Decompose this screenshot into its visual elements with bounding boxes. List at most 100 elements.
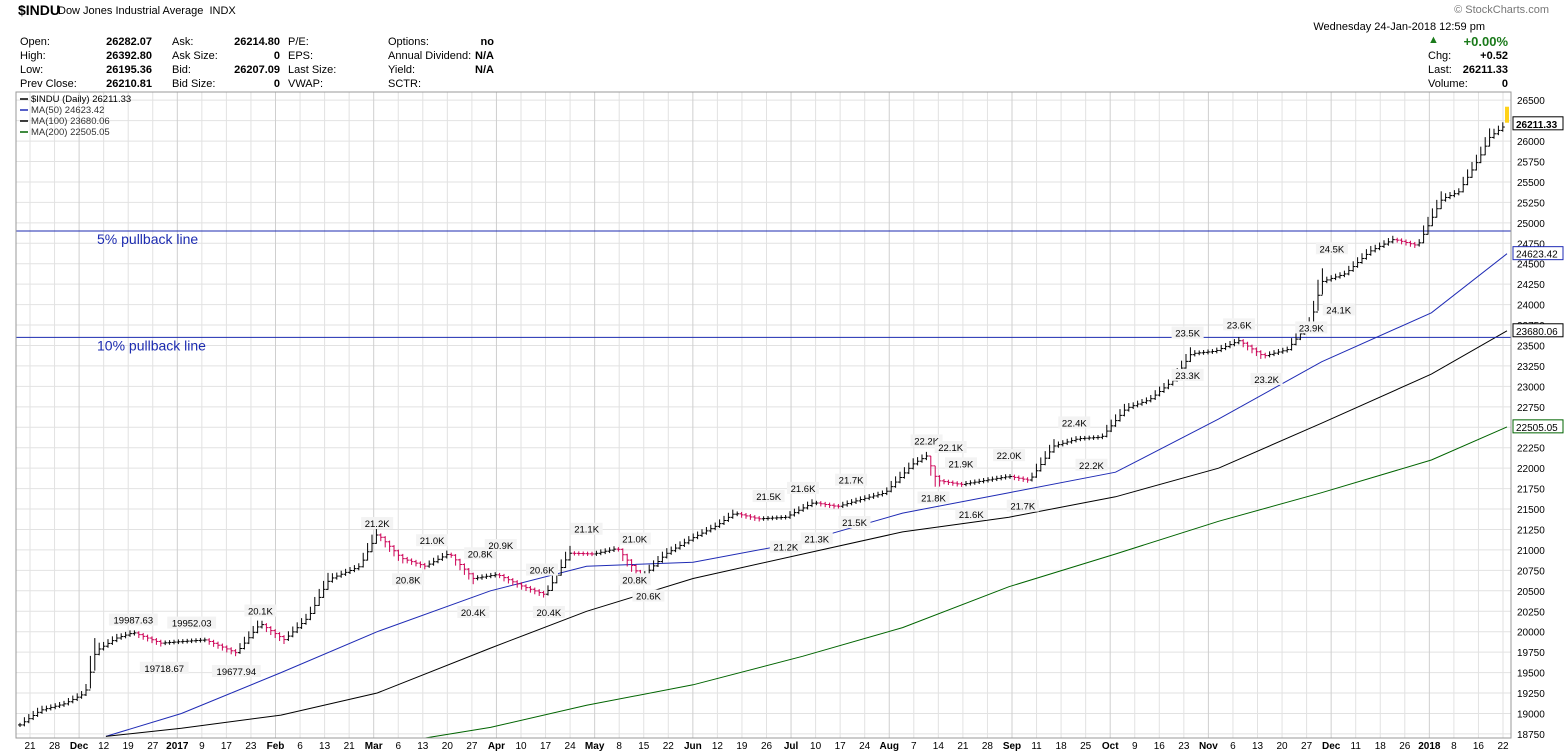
x-tick-label: 12 [98,741,110,752]
x-tick-label: 27 [1301,741,1313,752]
x-tick-label: 18 [1056,741,1068,752]
annotation-box [618,532,651,545]
annotation-box [211,665,261,678]
quote-yield: Yield: N/A [388,64,494,76]
annotation-label: 23.3K [1175,371,1200,382]
annotation-label: 23.2K [1254,375,1279,386]
quote-vwap: VWAP: [288,78,324,90]
y-tick-label: 19750 [1517,648,1545,659]
annotation-label: 22.0K [997,451,1022,462]
x-tick-label: 18 [1375,741,1387,752]
annotation-label: 23.9K [1299,323,1324,334]
annotation-box [955,507,988,520]
quote-ask-size: Ask Size: 0 [172,50,280,62]
annotation-label: 21.0K [622,535,647,546]
annotation-label: 20.8K [396,575,421,586]
annotation-box [244,604,277,617]
y-tick-label: 25250 [1517,198,1545,209]
x-tick-label: 6 [395,741,401,752]
x-tick-label: 20 [1276,741,1288,752]
annotation-box [917,491,950,504]
x-tick-label: 22 [1497,741,1509,752]
x-tick-label: 9 [1132,741,1138,752]
annotation-box [618,573,651,586]
x-tick-label: 23 [245,741,257,752]
annotation-box [752,490,785,503]
annotation-label: 20.9K [488,541,513,552]
annotation-label: 22.2K [914,436,939,447]
x-tick-label: 11 [1031,741,1042,752]
x-tick-label: 13 [1252,741,1264,752]
annotation-label: 21.3K [804,534,829,545]
annotation-box [800,532,833,545]
x-tick-label: Jul [784,741,799,752]
y-tick-label: 23000 [1517,382,1545,393]
annotation-box [457,605,490,618]
x-tick-label: 13 [319,741,331,752]
x-tick-label: 28 [982,741,994,752]
quote-pe: P/E: [288,36,309,48]
annotation-box [1171,368,1204,381]
annotation-box [1006,499,1039,512]
annotation-label: 19952.03 [172,619,212,630]
annotation-label: 22.1K [938,443,963,454]
legend-entry: MA(100) 23680.06 [31,116,110,127]
annotation-box [632,589,665,602]
x-tick-label: 22 [663,741,675,752]
y-tick-label: 20500 [1517,587,1545,598]
quote-last-size: Last Size: [288,64,337,76]
quote-low: Low: 26195.36 [20,64,152,76]
annotation-box [361,517,394,530]
annotation-box [108,613,158,626]
x-tick-label: Dec [1322,741,1341,752]
axis-value-text: 24623.42 [1516,250,1558,261]
pullback-label: 10% pullback line [97,337,206,353]
annotation-box [944,457,977,470]
y-tick-label: 23500 [1517,341,1545,352]
axis-value-tag [1512,246,1564,261]
x-tick-label: 19 [736,741,748,752]
annotation-label: 23.6K [1227,320,1252,331]
y-tick-label: 24000 [1517,301,1545,312]
annotation-label: 19987.63 [114,616,154,627]
legend-entry: MA(50) 24623.42 [31,105,104,116]
axis-value-text: 23680.06 [1516,327,1558,338]
x-tick-label: 17 [540,741,552,752]
quote-bid-size: Bid Size: 0 [172,78,280,90]
annotation-box [1322,303,1355,316]
y-tick-label: 19000 [1517,709,1545,720]
y-tick-label: 19250 [1517,689,1545,700]
annotation-box [416,534,449,547]
y-tick-label: 22750 [1517,403,1545,414]
change-label: Chg: [1428,50,1452,62]
annotation-box [910,434,943,447]
annotation-label: 21.2K [773,543,798,554]
y-tick-label: 20750 [1517,566,1545,577]
x-tick-label: Apr [488,741,505,752]
annotation-box [934,440,967,453]
x-tick-label: 24 [859,741,871,752]
x-tick-label: 15 [638,741,650,752]
x-tick-label: May [585,741,605,752]
annotation-label: 20.8K [468,549,493,560]
quote-sctr: SCTR: [388,78,421,90]
y-tick-label: 20250 [1517,607,1545,618]
annotation-label: 20.6K [530,566,555,577]
annotation-box [392,573,425,586]
up-triangle-icon: ▲ [1428,34,1439,46]
price-bars [18,106,1509,727]
x-tick-label: 2017 [166,741,189,752]
plot-frame [15,91,1512,739]
axis-value-text: 22505.05 [1516,423,1558,434]
x-tick-label: 17 [221,741,233,752]
annotation-box [1295,321,1328,334]
x-tick-label: 6 [297,741,303,752]
symbol-name: Dow Jones Industrial Average INDX [58,5,236,17]
x-tick-label: 9 [199,741,205,752]
annotation-box [139,661,189,674]
annotation-label: 21.7K [839,476,864,487]
x-tick-label: 27 [466,741,478,752]
x-tick-label: 10 [810,741,822,752]
y-tick-label: 19500 [1517,669,1545,680]
